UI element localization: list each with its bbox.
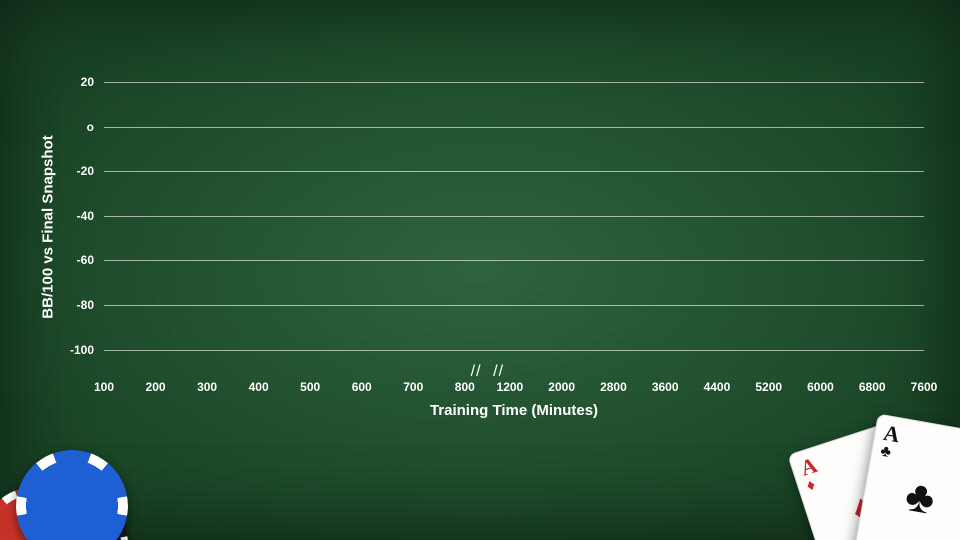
xtick-label: 2800 (600, 372, 627, 394)
xtick-label: 6800 (859, 372, 886, 394)
xtick-label: 3600 (652, 372, 679, 394)
gridline (104, 171, 924, 172)
stage: BB/100 vs Final Snapshot Training Time (… (0, 0, 960, 540)
ytick-label: -100 (70, 343, 104, 357)
ytick-label: -80 (77, 298, 104, 312)
xtick-label: 200 (146, 372, 166, 394)
gridline (104, 350, 924, 351)
x-axis-label: Training Time (Minutes) (430, 402, 598, 419)
xtick-label: 100 (94, 372, 114, 394)
xtick-label: 300 (197, 372, 217, 394)
axis-break-icon: // (471, 363, 482, 381)
xtick-label: 4400 (704, 372, 731, 394)
xtick-label: 500 (300, 372, 320, 394)
axis-break-icon: // (493, 363, 504, 381)
gridline (104, 260, 924, 261)
xtick-label: 2000 (548, 372, 575, 394)
xtick-label: 700 (403, 372, 423, 394)
ytick-label: 20 (81, 75, 104, 89)
ytick-label: -60 (77, 253, 104, 267)
xtick-label: 600 (352, 372, 372, 394)
xtick-label: 6000 (807, 372, 834, 394)
xtick-label: 5200 (755, 372, 782, 394)
gridline (104, 216, 924, 217)
gridline (104, 305, 924, 306)
y-axis-label: BB/100 vs Final Snapshot (40, 135, 57, 318)
xtick-label: 7600 (911, 372, 938, 394)
xtick-label: 400 (249, 372, 269, 394)
gridline (104, 82, 924, 83)
gridline (104, 127, 924, 128)
ytick-label: -40 (77, 209, 104, 223)
ytick-label: -20 (77, 164, 104, 178)
ytick-label: o (87, 120, 104, 134)
chart-area: BB/100 vs Final Snapshot Training Time (… (104, 82, 924, 372)
